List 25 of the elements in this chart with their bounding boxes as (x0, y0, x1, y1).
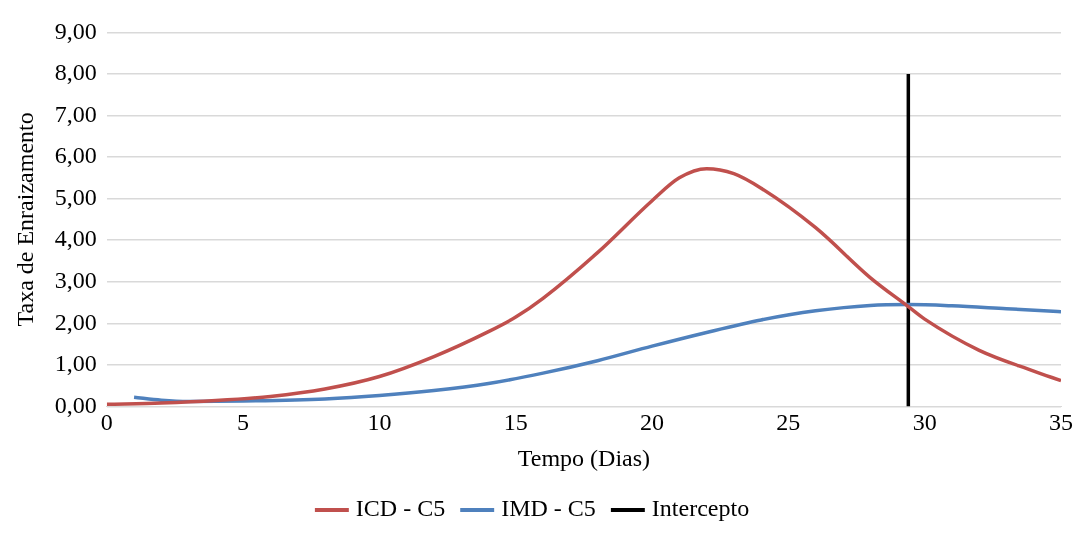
y-tick-label: 7,00 (54, 100, 97, 127)
y-axis-title: Taxa de Enraizamento (11, 112, 38, 327)
line-series (106, 166, 1061, 407)
y-tick-label: 5,00 (54, 183, 97, 210)
y-tick-label: 1,00 (54, 350, 97, 377)
x-tick-label: 0 (100, 409, 113, 436)
y-tick-label: 9,00 (54, 17, 97, 44)
x-tick-label: 15 (503, 409, 528, 436)
x-tick-label: 20 (640, 409, 665, 436)
x-tick-label: 10 (367, 409, 392, 436)
y-tick-label: 8,00 (54, 59, 97, 86)
legend-label: IMD - C5 (501, 495, 596, 522)
y-tick-label: 0,00 (54, 391, 97, 418)
x-axis-title: Tempo (Dias) (517, 444, 651, 471)
legend-label: Intercepto (651, 495, 750, 522)
y-tick-label: 6,00 (54, 142, 97, 169)
y-tick-label: 3,00 (54, 267, 97, 294)
x-tick-label: 5 (237, 409, 250, 436)
y-tick-label: 2,00 (54, 308, 97, 335)
line-series (132, 302, 1061, 404)
x-tick-label: 25 (776, 409, 801, 436)
y-tick-label: 4,00 (54, 225, 97, 252)
x-tick-label: 30 (912, 409, 937, 436)
legend-label: ICD - C5 (355, 495, 446, 522)
x-tick-label: 35 (1049, 409, 1073, 436)
